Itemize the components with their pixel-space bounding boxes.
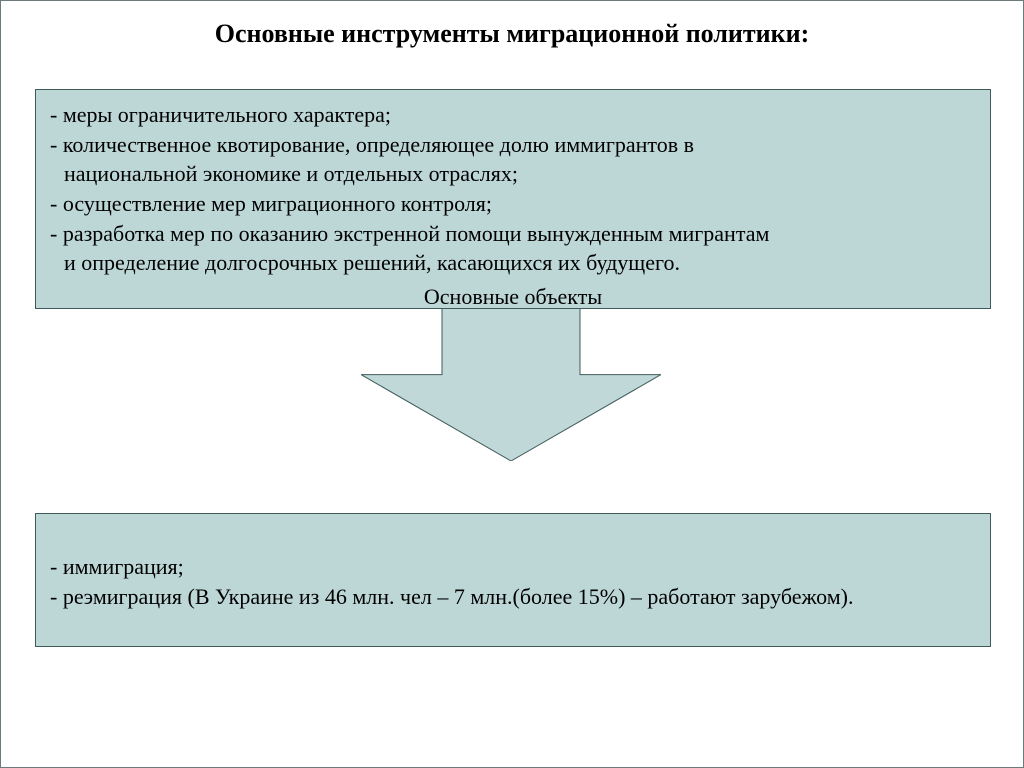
instrument-line: - меры ограничительного характера;	[50, 100, 976, 130]
instrument-line: - осуществление мер миграционного контро…	[50, 189, 976, 219]
objects-label: Основные объекты	[50, 282, 976, 312]
instrument-line: - количественное квотирование, определяю…	[50, 130, 976, 160]
instrument-line: национальной экономике и отдельных отрас…	[50, 159, 976, 189]
instrument-line: и определение долгосрочных решений, каса…	[50, 248, 976, 278]
object-line: - иммиграция;	[50, 552, 976, 582]
slide-title: Основные инструменты миграционной полити…	[1, 1, 1023, 67]
slide: Основные инструменты миграционной полити…	[0, 0, 1024, 768]
instrument-line: - разработка мер по оказанию экстренной …	[50, 219, 976, 249]
object-line: - реэмиграция (В Украине из 46 млн. чел …	[50, 582, 976, 612]
objects-box: - иммиграция; - реэмиграция (В Украине и…	[35, 513, 991, 647]
instruments-box: - меры ограничительного характера; - кол…	[35, 89, 991, 309]
